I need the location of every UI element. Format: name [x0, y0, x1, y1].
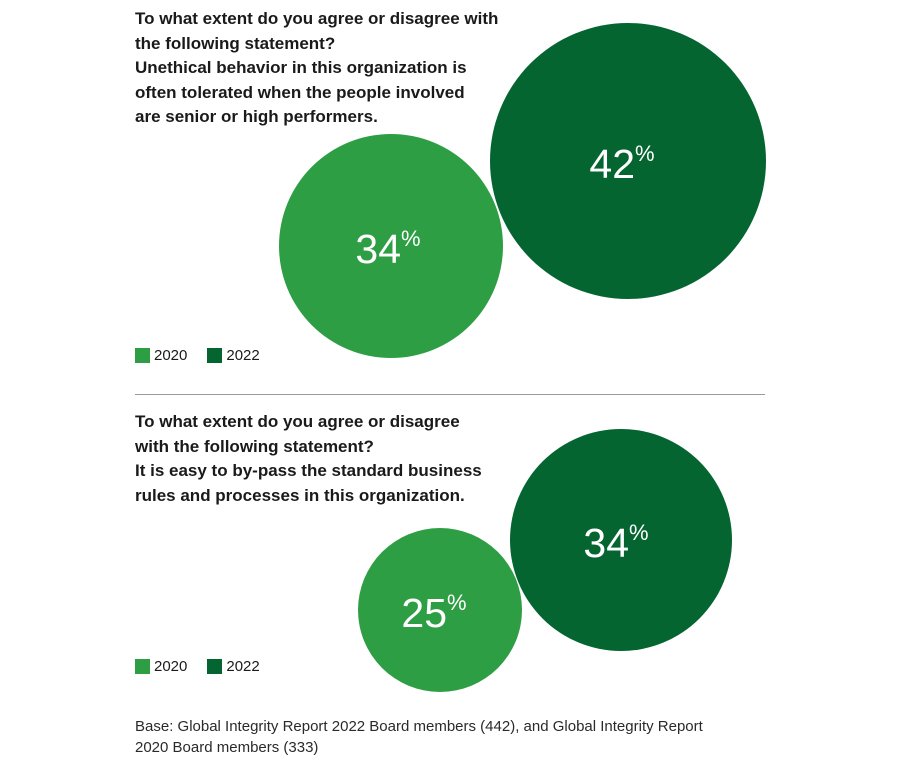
chart2-unit-2022: %: [629, 520, 649, 545]
chart1-bubble-2020: [279, 134, 503, 358]
footnote-line: Base: Global Integrity Report 2022 Board…: [135, 718, 703, 735]
chart2-value-2022: 34: [583, 520, 629, 566]
chart1-question-line: the following statement?: [135, 33, 336, 53]
legend-label-2022: 2022: [226, 346, 260, 364]
chart2-bubble-2020-label: 25%: [401, 590, 466, 636]
chart1-question-line: Unethical behavior in this organization …: [135, 58, 467, 77]
chart1-unit-2020: %: [401, 226, 421, 251]
legend-label-2020: 2020: [154, 346, 188, 364]
chart1-question-line: are senior or high performers.: [135, 107, 378, 126]
legend-label-2020: 2020: [154, 657, 188, 675]
legend-item-2020: 2020: [135, 658, 187, 675]
chart2-question-line: To what extent do you agree or disagree: [135, 412, 460, 431]
chart1-bubble-2020-label: 34%: [355, 226, 420, 272]
legend-label-2022: 2022: [226, 657, 260, 675]
chart2-bubble-2020: [358, 528, 522, 692]
chart1-unit-2022: %: [635, 141, 655, 166]
chart2-question: To what extent do you agree or disagree …: [135, 410, 535, 508]
section-divider: [135, 394, 765, 395]
legend-item-2022: 2022: [207, 657, 260, 675]
legend-item-2022: 2022: [207, 346, 260, 364]
chart2-question-line: rules and processes in this organization…: [135, 485, 465, 505]
chart2-question-line: with the following statement?: [135, 436, 374, 456]
legend-swatch-2022: [207, 658, 223, 674]
chart1-value-2020: 34: [355, 226, 401, 272]
legend-item-2020: 2020: [135, 347, 187, 364]
chart1-bubbles: 42% 34%: [279, 23, 766, 358]
chart1-bubble-2022-label: 42%: [589, 141, 654, 187]
legend-swatch-2020: [135, 347, 150, 363]
chart2-bubble-2022-label: 34%: [583, 520, 648, 566]
chart1-value-2022: 42: [589, 141, 635, 187]
chart2-legend: 2020 2022: [135, 656, 280, 676]
legend-swatch-2020: [135, 658, 150, 674]
chart1-bubble-2022: [490, 23, 766, 299]
chart2-value-2020: 25: [401, 590, 447, 636]
base-footnote: Base: Global Integrity Report 2022 Board…: [135, 716, 795, 758]
chart1-question-line: often tolerated when the people involved: [135, 82, 465, 102]
chart2-bubbles: 34% 25%: [358, 429, 732, 692]
legend-swatch-2022: [207, 347, 223, 363]
chart2-unit-2020: %: [447, 590, 467, 615]
chart2-bubble-2022: [510, 429, 732, 651]
chart2-question-line: It is easy to by-pass the standard busin…: [135, 461, 482, 480]
chart1-question: To what extent do you agree or disagree …: [135, 7, 535, 130]
chart1-question-line: To what extent do you agree or disagree …: [135, 9, 499, 28]
chart1-legend: 2020 2022: [135, 345, 280, 365]
footnote-line: 2020 Board members (333): [135, 739, 319, 756]
